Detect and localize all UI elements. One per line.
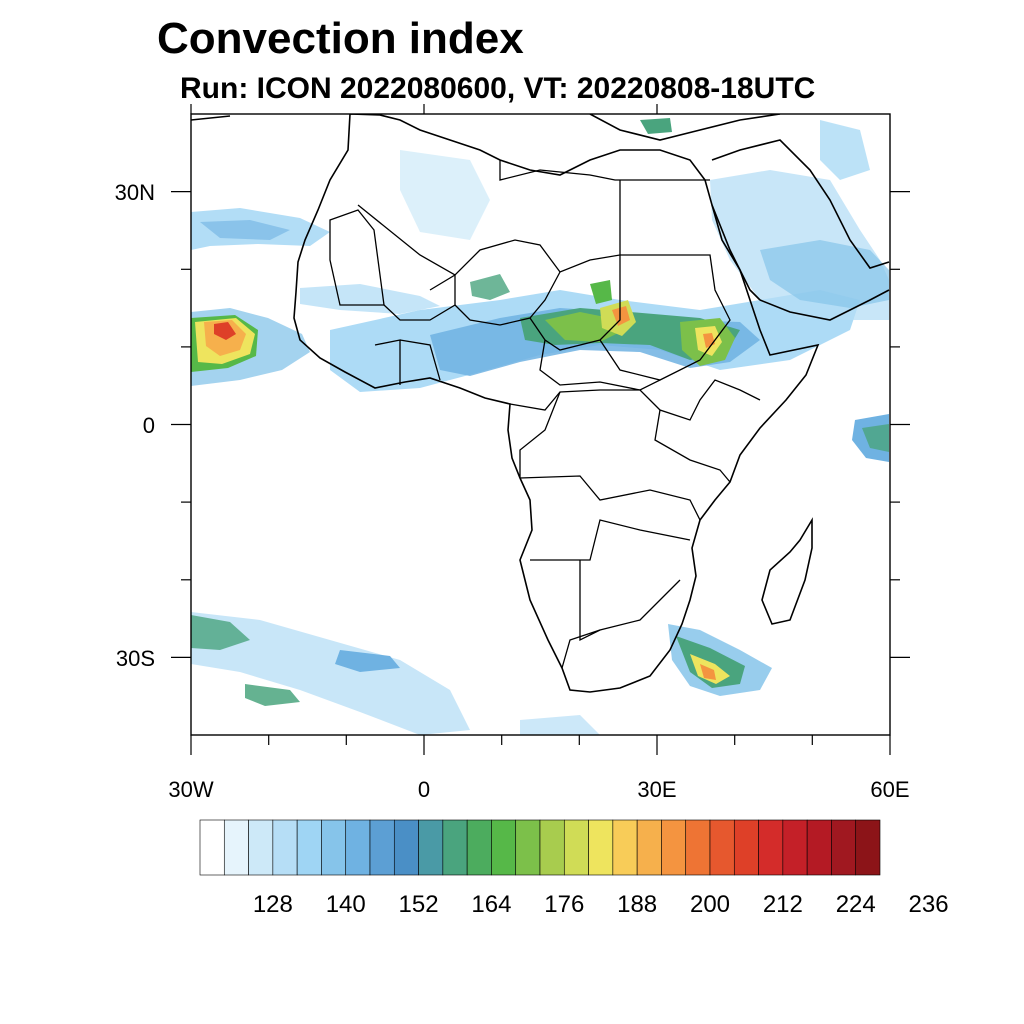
lat-label-30s: 30S — [116, 646, 155, 671]
colorbar-swatch — [321, 819, 347, 876]
lon-label-60e: 60E — [870, 777, 909, 802]
colorbar-swatch — [466, 819, 492, 876]
chart-title: Convection index — [157, 14, 524, 63]
colorbar-swatch — [855, 819, 881, 876]
colorbar-swatch — [733, 819, 759, 876]
colorbar-label: 164 — [471, 891, 511, 918]
colorbar-swatch — [272, 819, 298, 876]
colorbar-swatch — [491, 819, 517, 876]
colorbar-swatch — [685, 819, 711, 876]
colorbar-swatch — [588, 819, 614, 876]
colorbar-swatch — [515, 819, 541, 876]
colorbar-swatch — [393, 819, 419, 876]
madagascar-coastline — [761, 517, 813, 625]
colorbar-label: 224 — [836, 891, 876, 918]
arabia-coastline — [711, 139, 890, 321]
colorbar-swatch — [248, 819, 274, 876]
convection-field — [191, 118, 889, 735]
africa-coastline — [293, 114, 820, 693]
colorbar-swatch — [612, 819, 638, 876]
colorbar-swatch — [661, 819, 687, 876]
country-borders — [329, 160, 761, 669]
colorbar-swatch — [563, 819, 589, 876]
colorbar-swatch — [782, 819, 808, 876]
chart-subtitle: Run: ICON 2022080600, VT: 20220808-18UTC — [180, 72, 816, 105]
colorbar — [199, 819, 881, 876]
colorbar-swatch — [539, 819, 565, 876]
colorbar-swatch — [831, 819, 857, 876]
colorbar-swatch — [709, 819, 735, 876]
axis-ticks — [171, 104, 910, 755]
colorbar-label: 212 — [763, 891, 803, 918]
colorbar-swatch — [806, 819, 832, 876]
colorbar-label: 140 — [326, 891, 366, 918]
colorbar-labels: 128 140 152 164 176 188 200 212 224 236 — [253, 891, 949, 918]
colorbar-swatch — [199, 819, 225, 876]
colorbar-swatch — [442, 819, 468, 876]
colorbar-swatch — [345, 819, 371, 876]
colorbar-label: 200 — [690, 891, 730, 918]
colorbar-label: 236 — [909, 891, 949, 918]
colorbar-label: 176 — [544, 891, 584, 918]
lat-label-30n: 30N — [115, 180, 155, 205]
lon-label-30e: 30E — [637, 777, 676, 802]
colorbar-swatch — [418, 819, 444, 876]
colorbar-swatch — [296, 819, 322, 876]
colorbar-swatch — [758, 819, 784, 876]
colorbar-label: 188 — [617, 891, 657, 918]
colorbar-label: 152 — [399, 891, 439, 918]
coastlines — [191, 114, 890, 693]
lat-label-0: 0 — [143, 413, 155, 438]
colorbar-swatch — [223, 819, 249, 876]
colorbar-label: 128 — [253, 891, 293, 918]
lon-label-30w: 30W — [168, 777, 213, 802]
lon-label-0: 0 — [418, 777, 430, 802]
colorbar-swatch — [369, 819, 395, 876]
colorbar-swatch — [636, 819, 662, 876]
